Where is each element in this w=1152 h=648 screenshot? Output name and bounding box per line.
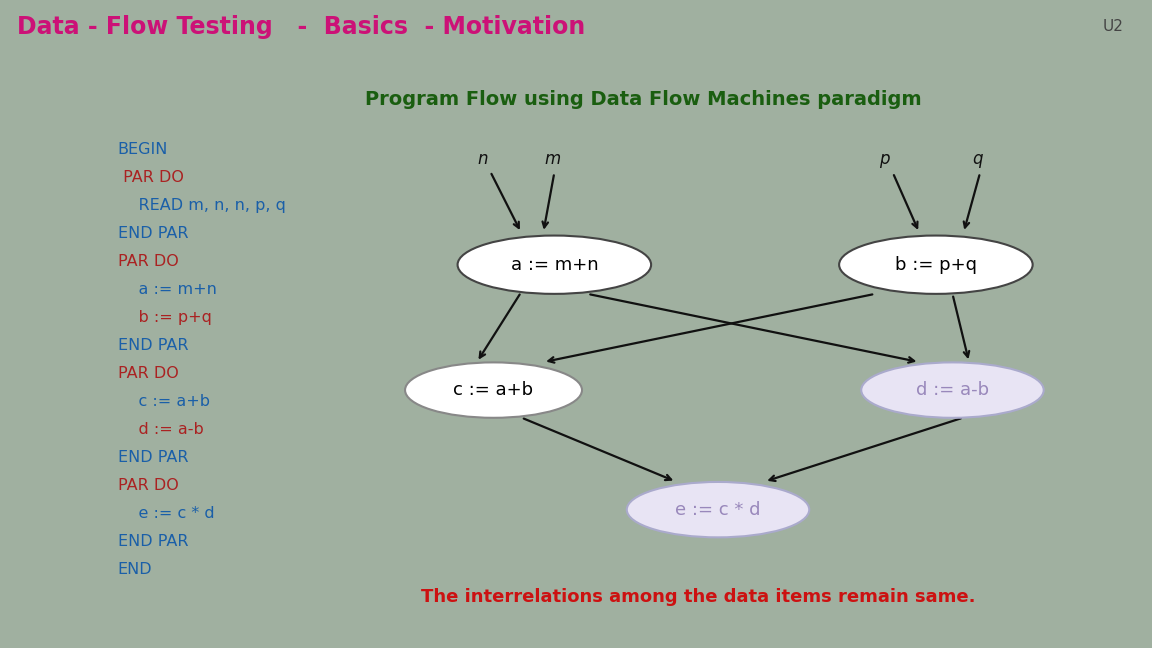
Text: p: p (879, 150, 889, 168)
Text: BEGIN: BEGIN (118, 143, 168, 157)
Text: c := a+b: c := a+b (454, 381, 533, 399)
Ellipse shape (457, 235, 651, 294)
Text: e := c * d: e := c * d (675, 501, 760, 518)
Text: n: n (477, 150, 487, 168)
Text: c := a+b: c := a+b (118, 394, 210, 409)
Text: b := p+q: b := p+q (895, 256, 977, 273)
Text: e := c * d: e := c * d (118, 506, 214, 521)
Text: The interrelations among the data items remain same.: The interrelations among the data items … (420, 588, 976, 606)
Text: END: END (118, 562, 152, 577)
Text: b := p+q: b := p+q (118, 310, 211, 325)
Text: END PAR: END PAR (118, 338, 188, 353)
Ellipse shape (839, 235, 1032, 294)
Text: PAR DO: PAR DO (118, 478, 179, 493)
Text: Data - Flow Testing   -  Basics  - Motivation: Data - Flow Testing - Basics - Motivatio… (17, 15, 585, 39)
Text: U2: U2 (1102, 19, 1123, 34)
Ellipse shape (627, 482, 809, 537)
Text: END PAR: END PAR (118, 226, 188, 241)
Text: PAR DO: PAR DO (118, 366, 179, 381)
Text: PAR DO: PAR DO (118, 170, 183, 185)
Text: END PAR: END PAR (118, 450, 188, 465)
Text: PAR DO: PAR DO (118, 254, 179, 269)
Text: a := m+n: a := m+n (510, 256, 598, 273)
Text: READ m, n, n, p, q: READ m, n, n, p, q (118, 198, 286, 213)
Text: d := a-b: d := a-b (916, 381, 990, 399)
Text: END PAR: END PAR (118, 534, 188, 549)
Text: a := m+n: a := m+n (118, 283, 217, 297)
Text: q: q (972, 150, 983, 168)
Text: d := a-b: d := a-b (118, 422, 203, 437)
Text: Program Flow using Data Flow Machines paradigm: Program Flow using Data Flow Machines pa… (364, 89, 922, 109)
Text: m: m (544, 150, 560, 168)
Ellipse shape (406, 362, 582, 418)
Ellipse shape (862, 362, 1044, 418)
